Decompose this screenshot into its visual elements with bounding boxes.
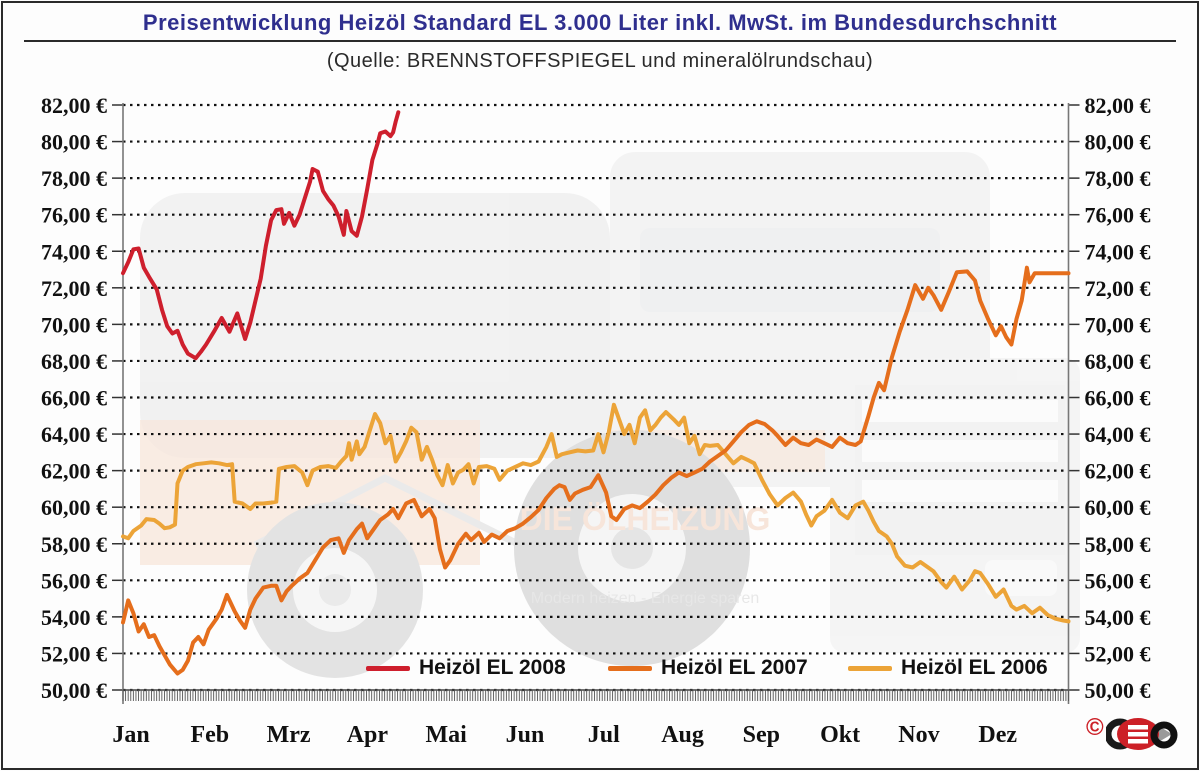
y-tick-label-left: 52,00 €	[41, 641, 107, 666]
series-line-heizöl-el-2008	[121, 110, 401, 361]
x-month-label: Jul	[588, 722, 620, 748]
y-tick-label-right: 62,00 €	[1085, 459, 1151, 484]
y-tick-label-left: 80,00 €	[41, 130, 107, 155]
y-tick-label-left: 58,00 €	[41, 532, 107, 557]
y-tick-label-left: 70,00 €	[41, 312, 107, 337]
axes	[112, 103, 1080, 704]
y-tick-label-right: 82,00 €	[1085, 93, 1151, 118]
legend-label-2008: Heizöl EL 2008	[419, 656, 566, 679]
y-tick-label-left: 78,00 €	[41, 166, 107, 191]
x-month-label: Aug	[661, 722, 704, 748]
y-tick-label-right: 66,00 €	[1085, 386, 1151, 411]
series-lines	[121, 110, 1071, 676]
y-tick-label-left: 60,00 €	[41, 495, 107, 520]
y-tick-label-right: 70,00 €	[1085, 312, 1151, 337]
watermark-brand-text: DIE ÖLHEIZUNG	[520, 501, 771, 537]
x-month-label: Apr	[347, 722, 389, 748]
series-line-heizöl-el-2006	[121, 402, 1071, 624]
y-tick-label-left: 50,00 €	[41, 678, 107, 703]
legend-swatch-2006	[848, 665, 892, 671]
y-tick-label-right: 50,00 €	[1085, 678, 1151, 703]
y-tick-label-right: 68,00 €	[1085, 349, 1151, 374]
y-tick-label-left: 72,00 €	[41, 276, 107, 301]
y-tick-label-left: 76,00 €	[41, 203, 107, 228]
y-tick-label-right: 64,00 €	[1085, 422, 1151, 447]
x-month-label: Mrz	[267, 722, 311, 748]
y-tick-label-left: 64,00 €	[41, 422, 107, 447]
x-month-label: Jan	[112, 722, 149, 748]
y-tick-label-right: 72,00 €	[1085, 276, 1151, 301]
legend-swatch-2008	[366, 665, 410, 671]
legend-label-2006: Heizöl EL 2006	[901, 656, 1048, 679]
y-tick-label-left: 62,00 €	[41, 459, 107, 484]
legend-item-2006: Heizöl EL 2006	[848, 656, 1048, 680]
x-month-label: Dez	[978, 722, 1017, 748]
y-tick-label-right: 60,00 €	[1085, 495, 1151, 520]
page-title: Preisentwicklung Heizöl Standard EL 3.00…	[142, 10, 1058, 35]
y-tick-label-left: 54,00 €	[41, 605, 107, 630]
legend-swatch-2007	[608, 665, 652, 671]
logo-o-ring	[1150, 721, 1178, 749]
y-tick-label-left: 68,00 €	[41, 349, 107, 374]
y-tick-label-left: 56,00 €	[41, 568, 107, 593]
y-tick-label-right: 78,00 €	[1085, 166, 1151, 191]
page-subtitle: (Quelle: BRENNSTOFFSPIEGEL und mineralöl…	[326, 50, 874, 72]
watermark-slogan-text: Modern heizen - Energie sparen	[531, 590, 760, 607]
legend-label-2007: Heizöl EL 2007	[661, 656, 808, 679]
truck-watermark: DIE ÖLHEIZUNG Modern heizen - Energie sp…	[140, 152, 1080, 678]
x-month-label: Jun	[506, 722, 545, 748]
x-month-label: Mai	[426, 722, 468, 748]
title-underline	[24, 40, 1176, 42]
y-tick-label-right: 56,00 €	[1085, 568, 1151, 593]
series-line-heizöl-el-2007	[121, 265, 1071, 676]
y-tick-label-right: 74,00 €	[1085, 239, 1151, 264]
publisher-logo	[1106, 718, 1178, 750]
x-month-label: Sep	[743, 722, 780, 748]
legend-item-2008: Heizöl EL 2008	[366, 656, 566, 680]
x-month-label: Nov	[898, 722, 939, 748]
y-tick-label-left: 66,00 €	[41, 386, 107, 411]
x-month-label: Feb	[190, 722, 229, 748]
y-tick-label-right: 80,00 €	[1085, 130, 1151, 155]
y-tick-label-left: 82,00 €	[41, 93, 107, 118]
y-tick-label-right: 54,00 €	[1085, 605, 1151, 630]
copyright-symbol: ©	[1086, 714, 1104, 741]
y-tick-label-right: 52,00 €	[1085, 641, 1151, 666]
x-month-label: Okt	[820, 722, 860, 748]
axis-labels: 82,00 € 82,00 € 80,00 € 80,00 € 78,00 € 78,00…	[41, 93, 1151, 748]
y-tick-label-left: 74,00 €	[41, 239, 107, 264]
y-tick-label-right: 58,00 €	[1085, 532, 1151, 557]
y-tick-label-right: 76,00 €	[1085, 203, 1151, 228]
legend-item-2007: Heizöl EL 2007	[608, 656, 808, 680]
